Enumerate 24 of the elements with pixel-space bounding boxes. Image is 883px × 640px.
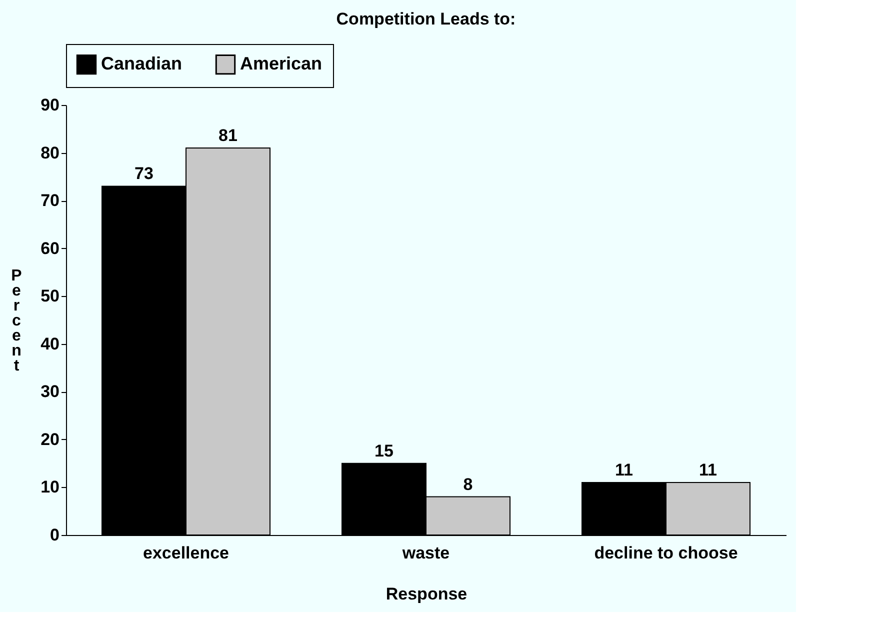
y-tick-label: 90 (40, 96, 60, 114)
y-tick-label: 80 (40, 143, 60, 162)
data-label: 15 (374, 441, 394, 460)
y-tick-label: 50 (40, 286, 60, 306)
data-label: 8 (463, 474, 473, 494)
y-axis-title: Percent (11, 268, 22, 374)
x-tick-label: waste (401, 544, 450, 562)
chart-title: Competition Leads to: (336, 10, 516, 28)
y-tick-label: 20 (40, 430, 60, 449)
y-tick-label: 40 (40, 334, 60, 354)
y-tick-label: 10 (40, 478, 60, 497)
x-axis-title: Response (386, 584, 468, 604)
y-tick-label: 0 (50, 526, 60, 544)
data-label: 81 (218, 126, 238, 145)
legend-label: American (240, 54, 322, 74)
x-tick-label: decline to choose (594, 544, 738, 562)
y-tick-label: 60 (40, 238, 60, 258)
data-label: 11 (615, 460, 633, 480)
legend-label: Canadian (101, 54, 182, 74)
y-tick-label: 30 (40, 382, 60, 402)
data-label: 11 (699, 460, 717, 480)
x-tick-label: excellence (142, 544, 230, 562)
y-tick-label: 70 (40, 191, 60, 210)
data-label: 73 (134, 164, 154, 184)
